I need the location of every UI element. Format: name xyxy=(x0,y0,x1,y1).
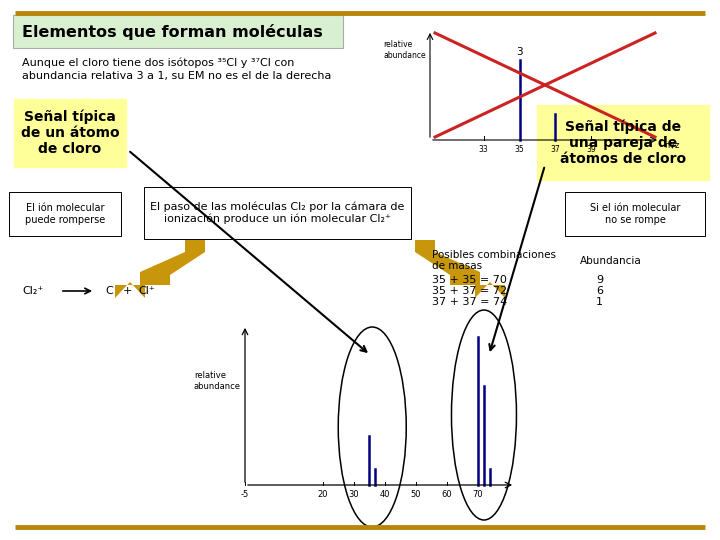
Text: m/z: m/z xyxy=(664,141,680,150)
Text: abundancia relativa 3 a 1, su EM no es el de la derecha: abundancia relativa 3 a 1, su EM no es e… xyxy=(22,71,331,81)
Text: Aunque el cloro tiene dos isótopos ³⁵Cl y ³⁷Cl con: Aunque el cloro tiene dos isótopos ³⁵Cl … xyxy=(22,58,294,68)
Polygon shape xyxy=(415,240,505,298)
Text: relative
abundance: relative abundance xyxy=(383,40,426,59)
Text: +: + xyxy=(123,286,132,296)
Text: 20: 20 xyxy=(318,490,328,499)
Text: 37: 37 xyxy=(551,145,560,154)
Text: El paso de las moléculas Cl₂ por la cámara de
ionización produce un ión molecula: El paso de las moléculas Cl₂ por la cáma… xyxy=(150,201,404,224)
Text: 30: 30 xyxy=(348,490,359,499)
Text: Abundancia: Abundancia xyxy=(580,256,642,266)
Text: Si el ión molecular
no se rompe: Si el ión molecular no se rompe xyxy=(590,203,680,225)
Text: de masas: de masas xyxy=(432,261,482,271)
Text: 35 + 35 = 70: 35 + 35 = 70 xyxy=(432,275,507,285)
Text: 60: 60 xyxy=(441,490,452,499)
Text: Cl₂⁺: Cl₂⁺ xyxy=(22,286,43,296)
Text: 50: 50 xyxy=(410,490,421,499)
Text: 33: 33 xyxy=(479,145,489,154)
Text: Posibles combinaciones: Posibles combinaciones xyxy=(432,250,556,260)
Text: C: C xyxy=(105,286,113,296)
Text: 6: 6 xyxy=(596,286,603,296)
FancyBboxPatch shape xyxy=(9,192,121,236)
Text: 37 + 37 = 74: 37 + 37 = 74 xyxy=(432,297,508,307)
Polygon shape xyxy=(115,240,205,298)
Text: Señal típica
de un átomo
de cloro: Señal típica de un átomo de cloro xyxy=(21,110,120,157)
FancyBboxPatch shape xyxy=(14,99,126,167)
Text: 9: 9 xyxy=(596,275,603,285)
Text: relative
abundance: relative abundance xyxy=(194,372,241,391)
Text: Cl⁺: Cl⁺ xyxy=(138,286,155,296)
FancyBboxPatch shape xyxy=(565,192,705,236)
Text: Elementos que forman moléculas: Elementos que forman moléculas xyxy=(22,24,323,40)
Text: 40: 40 xyxy=(379,490,390,499)
Text: 35: 35 xyxy=(515,145,524,154)
Text: 39: 39 xyxy=(586,145,596,154)
FancyBboxPatch shape xyxy=(13,15,343,48)
Text: 1: 1 xyxy=(596,297,603,307)
Text: 3: 3 xyxy=(516,46,523,57)
Text: -5: -5 xyxy=(241,490,249,499)
FancyBboxPatch shape xyxy=(537,105,709,180)
Text: 35 + 37 = 72: 35 + 37 = 72 xyxy=(432,286,507,296)
Text: 70: 70 xyxy=(472,490,483,499)
FancyBboxPatch shape xyxy=(144,187,411,239)
Text: Señal típica de
una pareja de
átomos de cloro: Señal típica de una pareja de átomos de … xyxy=(560,119,686,166)
Text: El ión molecular
puede romperse: El ión molecular puede romperse xyxy=(25,203,105,225)
